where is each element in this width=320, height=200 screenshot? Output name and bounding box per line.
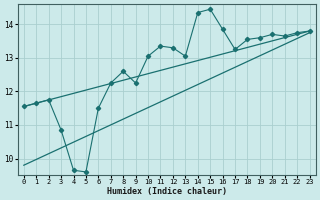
X-axis label: Humidex (Indice chaleur): Humidex (Indice chaleur): [107, 187, 227, 196]
